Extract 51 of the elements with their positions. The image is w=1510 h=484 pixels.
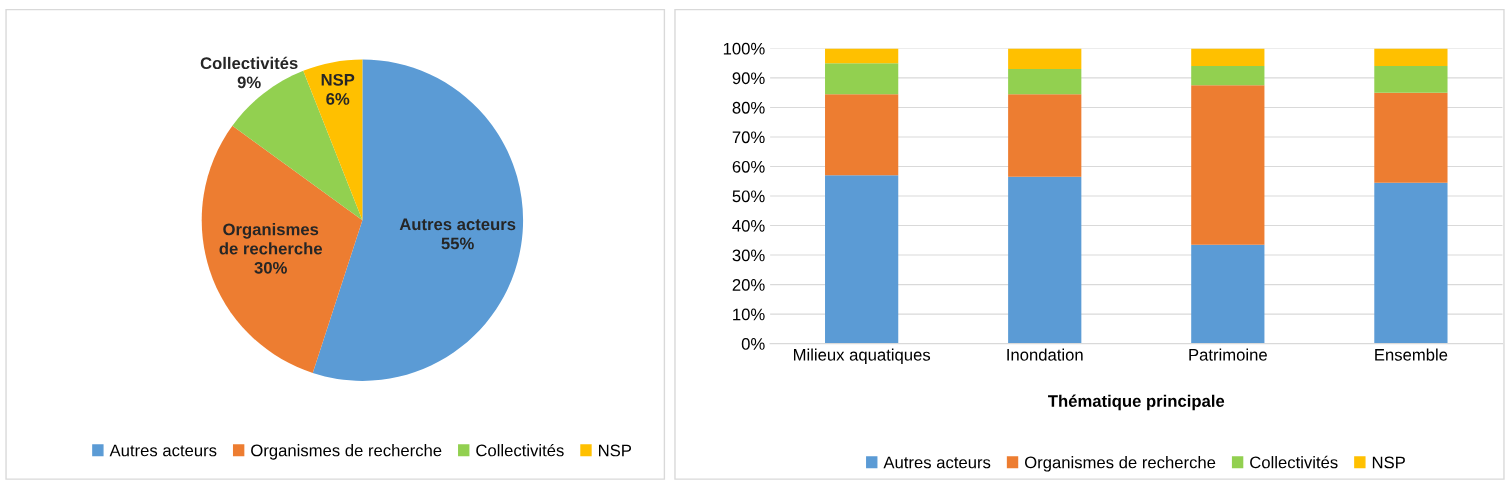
- bar: [1191, 85, 1265, 245]
- x-tick-label: Patrimoine: [1189, 348, 1267, 361]
- bar: [825, 175, 899, 344]
- bar: [1374, 48, 1448, 67]
- y-tick-label: 30%: [732, 249, 765, 262]
- data-label: 6%: [326, 93, 350, 105]
- data-label: 9%: [237, 76, 261, 89]
- pie-slice: [303, 59, 363, 221]
- y-tick-label: 10%: [733, 308, 765, 321]
- bar: [1008, 69, 1082, 95]
- data-label: 55%: [441, 237, 474, 250]
- x-tick-label: Inondation: [1007, 348, 1083, 361]
- y-tick-label: 90%: [732, 72, 765, 85]
- legend-label: Collectivités: [1250, 455, 1338, 469]
- bar: [1191, 66, 1265, 86]
- legend-label: NSP: [1372, 456, 1405, 469]
- legend-label: Autres acteurs: [109, 444, 217, 457]
- bar: [1374, 182, 1448, 344]
- pie-slice: [201, 125, 363, 374]
- x-tick-label: Milieux aquatiques: [793, 348, 931, 365]
- legend-label: Collectivités: [476, 443, 564, 457]
- slice-label: Organismes de recherche: [219, 223, 323, 255]
- bar: [1008, 176, 1082, 344]
- bar: [1374, 92, 1448, 183]
- bar: [1374, 66, 1448, 93]
- slice-label: NSP: [321, 73, 355, 86]
- y-tick-label: 40%: [732, 219, 765, 232]
- x-tick-label: Ensemble: [1375, 348, 1448, 361]
- bar: [1008, 94, 1082, 177]
- y-tick-label: 100%: [723, 42, 765, 55]
- legend-label: Autres acteurs: [883, 456, 991, 469]
- bar: [825, 48, 899, 64]
- bar: [1191, 244, 1265, 344]
- slice-label: Autres acteurs: [399, 218, 516, 231]
- slice-label: Collectivités: [200, 56, 298, 70]
- data-label: 30%: [254, 261, 287, 274]
- y-tick-label: 60%: [732, 160, 765, 173]
- x-axis-title: Thématique principale: [1048, 394, 1225, 411]
- legend-label: NSP: [599, 444, 632, 457]
- bar: [825, 63, 899, 95]
- bar: [825, 94, 899, 176]
- legend-label: Organismes de recherche: [251, 444, 442, 460]
- pie-slice: [232, 70, 363, 221]
- y-tick-label: 70%: [732, 131, 765, 144]
- y-tick-label: 20%: [732, 278, 765, 291]
- y-tick-label: 80%: [732, 101, 765, 114]
- y-tick-label: 0%: [741, 338, 765, 350]
- y-tick-label: 50%: [732, 190, 765, 203]
- legend-label: Organismes de recherche: [1024, 456, 1216, 472]
- bar: [1008, 48, 1082, 70]
- bar: [1191, 48, 1265, 67]
